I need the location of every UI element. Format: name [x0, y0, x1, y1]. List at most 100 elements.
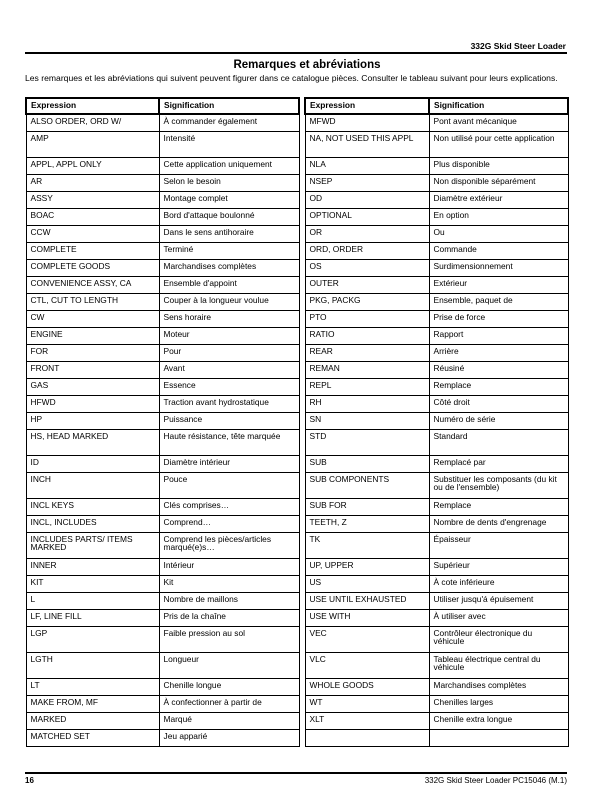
expression-cell: RH [304, 394, 430, 413]
expression-cell: OS [304, 258, 430, 277]
signification-cell: Tableau électrique central du véhicule [428, 651, 569, 679]
signification-cell: Comprend les pièces/articles marqué(e)s… [158, 531, 300, 559]
signification-cell: Clés comprises… [158, 497, 300, 516]
signification-cell: Moteur [158, 326, 300, 345]
signification-cell: Remplace [428, 377, 569, 396]
signification-cell: Surdimensionnement [428, 258, 569, 277]
signification-cell: Terminé [158, 241, 300, 260]
signification-cell: Remplacé par [428, 454, 569, 473]
signification-cell: Cette application uniquement [158, 156, 300, 175]
running-header: 332G Skid Steer Loader [470, 41, 566, 51]
table-row: INCL KEYS Clés comprises… SUB FOR Remplace [25, 497, 569, 516]
signification-cell: Diamètre intérieur [158, 454, 300, 473]
signification-cell: Commande [428, 241, 569, 260]
signification-cell: Supérieur [428, 557, 569, 576]
signification-cell: Traction avant hydrostatique [158, 394, 300, 413]
table-row: FRONT Avant REMAN Réusiné [25, 360, 569, 379]
signification-cell: À confectionner à partir de [158, 694, 300, 713]
expression-cell: ID [25, 454, 160, 473]
expression-cell: INCLUDES PARTS/ ITEMS MARKED [25, 531, 160, 559]
table-row: HP Puissance SN Numéro de série [25, 411, 569, 430]
table-row: INCLUDES PARTS/ ITEMS MARKED Comprend les… [25, 531, 569, 559]
expression-cell: REPL [304, 377, 430, 396]
table-row: L Nombre de maillons USE UNTIL EXHAUSTED Ut… [25, 591, 569, 610]
expression-cell: MFWD [304, 113, 430, 132]
signification-cell: Non utilisé pour cette application [428, 130, 569, 158]
signification-cell: Intérieur [158, 557, 300, 576]
expression-cell: REAR [304, 343, 430, 362]
expression-cell: LF, LINE FILL [25, 608, 160, 627]
intro-paragraph: Les remarques et les abréviations qui su… [25, 73, 558, 83]
table-row: BOAC Bord d'attaque boulonné OPTIONAL En op… [25, 207, 569, 226]
signification-cell: Puissance [158, 411, 300, 430]
signification-cell: Extérieur [428, 275, 569, 294]
table-row: INCH Pouce SUB COMPONENTS Substituer les co… [25, 471, 569, 499]
signification-cell: Dans le sens antihoraire [158, 224, 300, 243]
signification-cell: Montage complet [158, 190, 300, 209]
signification-cell: Standard [428, 428, 569, 456]
table-row: LF, LINE FILL Pris de la chaîne USE WITH À … [25, 608, 569, 627]
signification-cell: Couper à la longueur voulue [158, 292, 300, 311]
expression-cell: REMAN [304, 360, 430, 379]
signification-cell: Prise de force [428, 309, 569, 328]
expression-cell: PTO [304, 309, 430, 328]
expression-cell: SUB COMPONENTS [304, 471, 430, 499]
signification-cell: Chenille extra longue [428, 711, 569, 730]
expression-cell: USE UNTIL EXHAUSTED [304, 591, 430, 610]
signification-cell: Selon le besoin [158, 173, 300, 192]
signification-cell: Faible pression au sol [158, 625, 300, 653]
expression-cell: SUB [304, 454, 430, 473]
signification-cell: Substituer les composants (du kit ou de … [428, 471, 569, 499]
expression-cell: NLA [304, 156, 430, 175]
expression-cell: OUTER [304, 275, 430, 294]
signification-cell: Ensemble, paquet de [428, 292, 569, 311]
expression-cell: CW [25, 309, 160, 328]
expression-cell: NSEP [304, 173, 430, 192]
expression-cell: INCH [25, 471, 160, 499]
signification-cell: Sens horaire [158, 309, 300, 328]
expression-cell: COMPLETE [25, 241, 160, 260]
header-rule [25, 52, 567, 54]
table-row: COMPLETE GOODS Marchandises complètes OS Su… [25, 258, 569, 277]
footer-text: 332G Skid Steer Loader PC15046 (M.1) [424, 776, 567, 785]
table-row: LT Chenille longue WHOLE GOODS Marchandises… [25, 677, 569, 696]
expression-cell: OD [304, 190, 430, 209]
column-gap [298, 98, 306, 114]
expression-cell: WHOLE GOODS [304, 677, 430, 696]
column-header-expression: Expression [304, 97, 430, 115]
expression-cell: CTL, CUT TO LENGTH [25, 292, 160, 311]
table-row: HFWD Traction avant hydrostatique RH Côté d… [25, 394, 569, 413]
table-row: MARKED Marqué XLT Chenille extra longue [25, 711, 569, 730]
expression-cell: KIT [25, 574, 160, 593]
signification-cell: Non disponible séparément [428, 173, 569, 192]
expression-cell: USE WITH [304, 608, 430, 627]
expression-cell: TEETH, Z [304, 514, 430, 533]
signification-cell [428, 728, 569, 747]
table-row: HS, HEAD MARKED Haute résistance, tête ma… [25, 428, 569, 456]
table-row: CW Sens horaire PTO Prise de force [25, 309, 569, 328]
table-row: ENGINE Moteur RATIO Rapport [25, 326, 569, 345]
signification-cell: Épaisseur [428, 531, 569, 559]
expression-cell: OPTIONAL [304, 207, 430, 226]
table-row: INNER Intérieur UP, UPPER Supérieur [25, 557, 569, 576]
signification-cell: Marchandises complètes [428, 677, 569, 696]
table-row: MATCHED SET Jeu apparié [25, 728, 569, 747]
table-row: MAKE FROM, MF À confectionner à partir de… [25, 694, 569, 713]
expression-cell: MAKE FROM, MF [25, 694, 160, 713]
expression-cell: XLT [304, 711, 430, 730]
expression-cell: LGP [25, 625, 160, 653]
abbreviations-table: Expression Signification Expression Sign… [25, 97, 569, 747]
signification-cell: Utiliser jusqu'á épuisement [428, 591, 569, 610]
expression-cell: ALSO ORDER, ORD W/ [25, 113, 160, 132]
signification-cell: Réusiné [428, 360, 569, 379]
expression-cell: NA, NOT USED THIS APPL [304, 130, 430, 158]
column-header-signification: Signification [428, 97, 569, 115]
expression-cell: LT [25, 677, 160, 696]
signification-cell: Comprend… [158, 514, 300, 533]
expression-cell: INCL KEYS [25, 497, 160, 516]
signification-cell: Marchandises complètes [158, 258, 300, 277]
signification-cell: Pris de la chaîne [158, 608, 300, 627]
signification-cell: À commander également [158, 113, 300, 132]
table-row: LGTH Longueur VLC Tableau électrique centra… [25, 651, 569, 679]
signification-cell: Diamètre extérieur [428, 190, 569, 209]
